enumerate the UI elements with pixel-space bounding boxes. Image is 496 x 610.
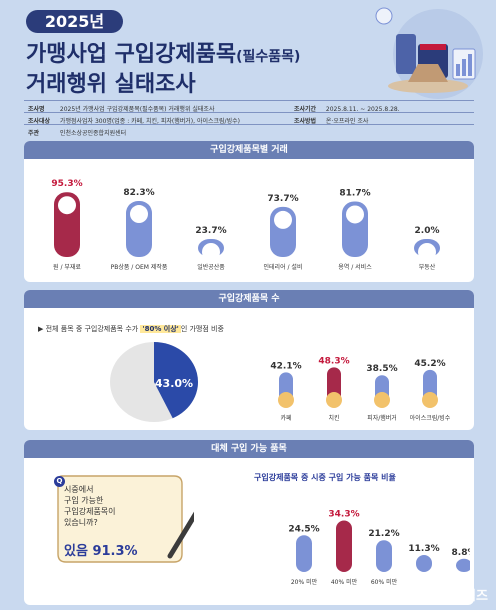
market-value-1: 34.3% [328,510,359,520]
brush-icon [274,210,292,229]
industry-label-2: 피자/햄버거 [367,414,397,422]
market-bar-1 [336,520,352,572]
pen-icon [167,511,194,559]
info-val-target: 가맹점사업자 300명(업종 : 카페, 치킨, 피자(햄버거), 아이스크림/… [59,118,240,125]
panel-item-count: 구입강제품목 수 ▶ 전체 품목 중 구입강제품목 수가 '80% 이상' 인 가… [24,290,474,430]
cup-icon [202,243,220,261]
panel-alternative-purchase: 대체 구입 가능 품목 Q 시중에서 구입 가능한 구입강제품목이 있습니까? … [24,440,474,605]
q-line-2: 구입 가능한 [64,496,104,505]
page-title-line1: 가맹사업 구입강제품목(필수품목) [26,36,300,68]
value-label-5: 2.0% [415,226,440,236]
market-bar-0 [296,535,312,572]
chart-pie-80pct: 43.0% [110,342,199,422]
package-icon [130,205,148,224]
scroll-illustration [57,475,194,563]
market-label-2: 60% 미만 [371,578,398,586]
box-icon [408,64,448,82]
pie-slice-main [154,342,199,419]
panel3-subtitle: 구입강제품목 중 시중 구입 가능 품목 비율 [254,473,396,482]
scroll-question: 시중에서 구입 가능한 구입강제품목이 있습니까? [64,484,116,528]
scroll-answer: 있음 91.3% [64,544,138,559]
chart-market-purchase: 24.5% 20% 미만 34.3% 40% 미만 21.2% 60% 미만 11.3% 8.… [288,510,470,586]
coffee-bean-icon [58,196,76,215]
info-key-target: 조사대상 [28,118,51,125]
question-pre: 전체 품목 중 구입강제품목 수가 [45,325,141,333]
market-bar-3 [416,555,432,572]
coffee-icon [278,392,294,408]
category-label-1: PB상품 / OEM 제작품 [111,263,168,271]
year-badge: 2025년 [26,10,123,33]
q-badge: Q [54,476,65,487]
question-emph: '80% 이상' [140,325,181,333]
chart-items-by-category: 95.3% 원 / 부재료 82.3% PB상품 / OEM 제작품 23.7% 일반공산… [51,179,440,271]
market-value-4: 8.8% [452,548,470,558]
industry-value-3: 45.2% [414,359,445,369]
magnifier-icon [375,7,393,25]
info-val-period: 2025.8.11. ~ 2025.8.28. [325,106,400,113]
burger-icon [374,392,390,408]
title-main: 가맹사업 구입강제품목 [26,42,237,67]
question-post: 인 가맹점 비중 [180,325,224,333]
pie-label: 43.0% [155,377,193,390]
building-icon [396,34,416,74]
info-key-period: 조사기간 [294,106,317,113]
value-label-1: 82.3% [123,188,154,198]
chicken-icon [326,392,342,408]
panel2-question: ▶ 전체 품목 중 구입강제품목 수가 '80% 이상' 인 가맹점 비중 [38,325,224,333]
panel3-title: 대체 구입 가능 품목 [24,440,474,458]
industry-value-1: 48.3% [318,356,349,366]
market-label-0: 20% 미만 [291,578,318,586]
category-label-2: 일반공산품 [197,263,225,271]
value-label-0: 95.3% [51,179,82,189]
industry-value-2: 38.5% [366,364,397,374]
q-line-3: 구입강제품목이 [64,507,116,516]
value-label-3: 73.7% [267,194,298,204]
category-label-5: 부동산 [419,263,436,271]
market-value-0: 24.5% [288,524,319,534]
industry-label-3: 아이스크림/빙수 [410,414,451,422]
category-label-3: 인테리어 / 설비 [264,263,303,271]
q-line-1: 시중에서 [64,485,94,494]
panel1-title: 구입강제품목별 거래 [24,141,474,159]
survey-info: 조사명 2025년 가맹사업 구입강제품목(필수품목) 거래행위 실태조사 조사… [24,100,474,137]
watermark: 뉴미디어타임즈 [404,589,488,604]
chart-by-industry: 42.1% 카페 48.3% 치킨 38.5% 피자/햄버거 45.2% 아이스크림/빙수 [270,356,451,422]
icecream-icon [422,392,438,408]
value-label-2: 23.7% [195,226,226,236]
industry-label-0: 카페 [280,414,291,422]
header-illustration [375,7,483,99]
value-label-4: 81.7% [339,188,370,198]
info-key-host: 주관 [28,130,40,137]
info-val-method: 온·오프라인 조사 [325,118,369,125]
market-bar-4 [456,558,470,572]
info-key-method: 조사방법 [294,118,317,125]
q-line-4: 있습니까? [64,518,98,527]
category-label-0: 원 / 부재료 [53,263,81,271]
house-icon [418,243,436,261]
header: 2025년 가맹사업 구입강제품목(필수품목) 거래행위 실태조사 [0,0,496,100]
panel2-title: 구입강제품목 수 [24,290,474,308]
page-title-line2: 거래행위 실태조사 [26,72,196,97]
info-key-name: 조사명 [28,106,45,113]
category-label-4: 용역 / 서비스 [338,263,372,271]
market-bar-2 [376,540,392,572]
info-val-host: 인천소상공인종합지원센터 [59,130,127,137]
market-label-1: 40% 미만 [331,578,358,586]
market-value-3: 11.3% [408,544,439,554]
title-sub: (필수품목) [236,49,301,65]
industry-label-1: 치킨 [328,414,339,422]
info-val-name: 2025년 가맹사업 구입강제품목(필수품목) 거래행위 실태조사 [59,106,215,113]
panel-items-by-category: 구입강제품목별 거래 95.3% 원 / 부재료 82.3% PB상품 / OEM 제… [24,141,474,282]
industry-value-0: 42.1% [270,361,301,371]
market-value-2: 21.2% [368,529,399,539]
bell-icon [346,205,364,224]
